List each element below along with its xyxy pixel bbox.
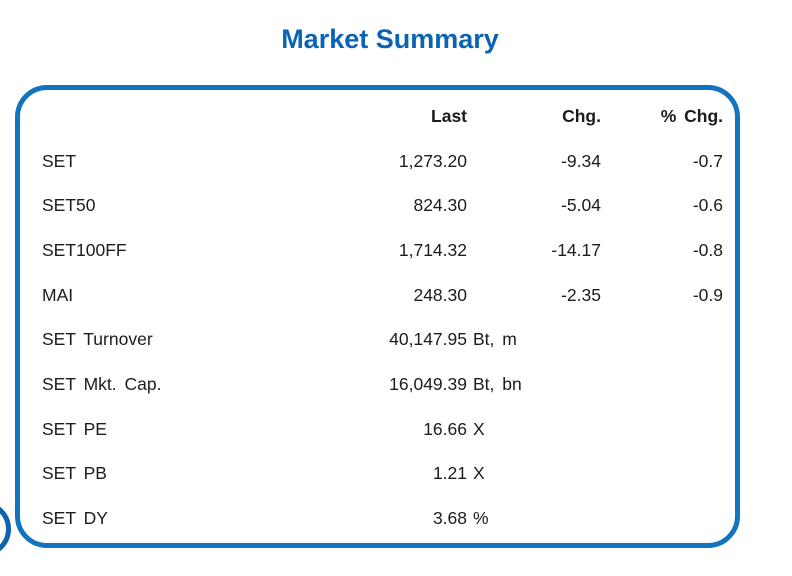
table-row: SET100FF 1,714.32 -14.17 -0.8 [42, 228, 723, 273]
header-last: Last [431, 105, 467, 126]
last-value: 248.30 [413, 284, 467, 305]
pct-chg-value: -0.6 [692, 195, 723, 216]
header-chg: Chg. [562, 105, 601, 126]
unit-label: % [473, 508, 489, 529]
pct-chg-value: -0.7 [692, 150, 723, 171]
table-row: SET PE 16.66 X [42, 407, 723, 452]
pct-chg-value: -0.9 [692, 284, 723, 305]
row-label: SET100FF [42, 239, 127, 260]
row-label: SET DY [42, 508, 108, 529]
market-summary-panel: Last Chg. % Chg. SET 1,273.20 -9.34 -0.7… [15, 85, 740, 548]
row-label: SET [42, 150, 77, 171]
header-pct-chg: % Chg. [660, 105, 723, 126]
row-label: SET Mkt. Cap. [42, 374, 162, 395]
row-label: SET PE [42, 418, 107, 439]
last-value: 824.30 [413, 195, 467, 216]
unit-label: Bt, bn [473, 374, 522, 395]
table-row: SET DY 3.68 % [42, 496, 723, 541]
table-row: SET50 824.30 -5.04 -0.6 [42, 183, 723, 228]
table-row: SET Turnover 40,147.95 Bt, m [42, 318, 723, 363]
table-row: SET Mkt. Cap. 16,049.39 Bt, bn [42, 362, 723, 407]
table-row: MAI 248.30 -2.35 -0.9 [42, 273, 723, 318]
row-label: MAI [42, 284, 74, 305]
chg-value: -14.17 [551, 239, 601, 260]
unit-label: X [473, 418, 485, 439]
last-value: 16.66 [423, 418, 467, 439]
chg-value: -5.04 [561, 195, 601, 216]
clipped-circle-decoration [0, 501, 11, 557]
row-label: SET Turnover [42, 329, 153, 350]
last-value: 1,714.32 [398, 239, 467, 260]
last-value: 16,049.39 [389, 374, 467, 395]
row-label: SET PB [42, 463, 107, 484]
table-row: SET 1,273.20 -9.34 -0.7 [42, 139, 723, 184]
chg-value: -2.35 [561, 284, 601, 305]
page-title: Market Summary [281, 24, 499, 54]
last-value: 1,273.20 [398, 150, 467, 171]
last-value: 1.21 [432, 463, 467, 484]
last-value: 40,147.95 [389, 329, 467, 350]
table-header-row: Last Chg. % Chg. [42, 94, 723, 139]
last-value: 3.68 [432, 508, 467, 529]
unit-label: X [473, 463, 485, 484]
table-row: SET PB 1.21 X [42, 452, 723, 497]
row-label: SET50 [42, 195, 96, 216]
pct-chg-value: -0.8 [692, 239, 723, 260]
market-summary-table: Last Chg. % Chg. SET 1,273.20 -9.34 -0.7… [42, 94, 723, 541]
unit-label: Bt, m [473, 329, 517, 350]
chg-value: -9.34 [561, 150, 601, 171]
